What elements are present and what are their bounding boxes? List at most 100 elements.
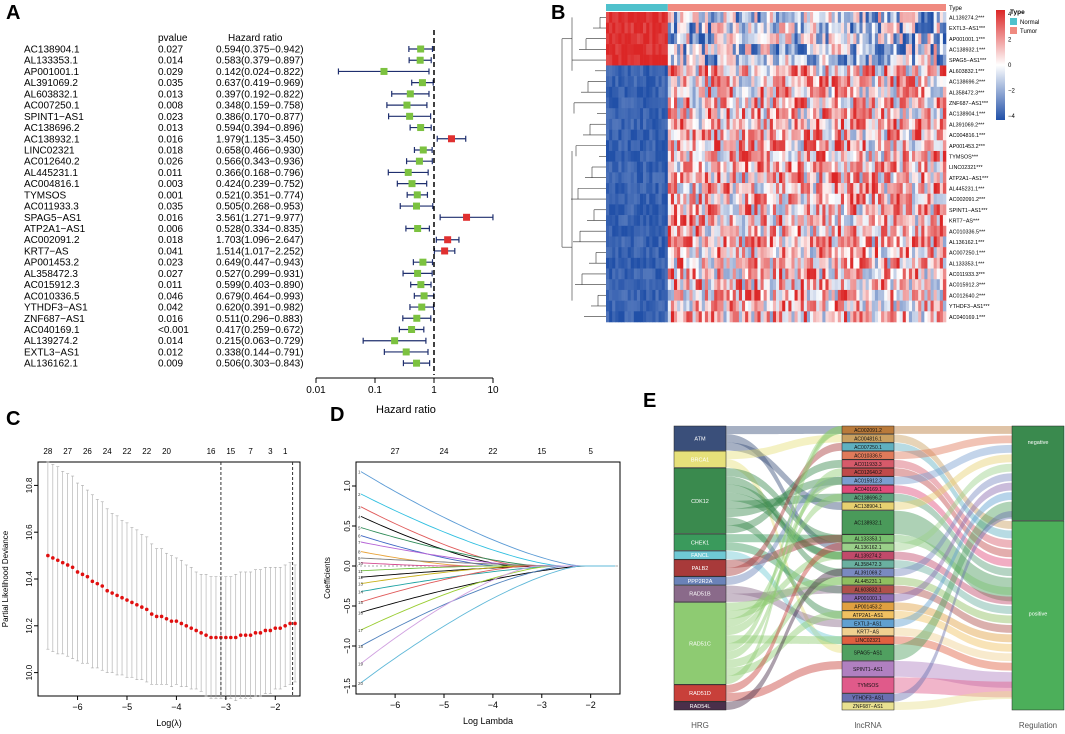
heatmap-cell [760, 44, 764, 56]
heatmap-cell [840, 172, 845, 184]
heatmap-cell [850, 300, 854, 312]
heatmap-cell [825, 44, 829, 56]
heatmap-cell [822, 97, 826, 109]
heatmap-cell [936, 22, 941, 34]
heatmap-cell [828, 12, 832, 23]
heatmap-cell [856, 44, 860, 56]
sankey-flow [894, 485, 1012, 567]
heatmap-cell [779, 311, 783, 323]
heatmap-cell [655, 193, 659, 205]
heatmap-cell [893, 172, 897, 184]
heatmap-cell [927, 97, 931, 109]
heatmap-cell [881, 97, 885, 109]
heatmap-cell [785, 236, 789, 248]
heatmap-cell [680, 257, 684, 269]
regulation-node [1011, 520, 1065, 711]
heatmap-cell [822, 129, 826, 141]
row-gene-name: AC015912.3 [24, 280, 80, 291]
heatmap-cell [621, 236, 625, 248]
heatmap-cell [850, 33, 854, 45]
heatmap-cell [874, 279, 879, 291]
lncrna-node [841, 644, 895, 661]
heatmap-cell [933, 129, 938, 141]
heatmap-cell [649, 204, 653, 216]
heatmap-cell [816, 54, 820, 66]
heatmap-cell [837, 86, 842, 98]
heatmap-cell [779, 193, 783, 205]
heatmap-cell [890, 86, 894, 98]
heatmap-cell [927, 225, 931, 237]
heatmap-cell [840, 247, 845, 259]
heatmap-cell [915, 44, 919, 56]
heatmap-cell [859, 193, 863, 205]
heatmap-cell [810, 161, 814, 173]
heatmap-cell [615, 76, 619, 88]
heatmap-cell [643, 65, 647, 77]
heatmap-cell [732, 86, 737, 98]
heatmap-cell [754, 257, 758, 269]
heatmap-cell [748, 108, 752, 120]
heatmap-cell [609, 257, 613, 269]
heatmap-cell [701, 247, 706, 259]
heatmap-cell [915, 311, 919, 323]
heatmap-cell [831, 161, 836, 173]
heatmap-cell [606, 44, 610, 56]
heatmap-cell [859, 12, 863, 23]
heatmap-cell [677, 54, 681, 66]
heatmap-cell [933, 215, 938, 227]
heatmap-cell [825, 150, 829, 162]
heatmap-cell [704, 268, 709, 280]
heatmap-cell [618, 289, 622, 301]
gene-row-label: LINC02321*** [949, 165, 983, 171]
heatmap-cell [933, 54, 938, 66]
heatmap-cell [844, 193, 848, 205]
heatmap-cell [813, 215, 817, 227]
heatmap-cell [776, 44, 780, 56]
heatmap-cell [840, 22, 845, 34]
heatmap-cell [942, 22, 947, 34]
heatmap-cell [930, 140, 934, 152]
lncrna-node-label: AP001453.2 [854, 604, 882, 610]
heatmap-cell [865, 129, 870, 141]
sankey-diagram: ATMBRCA1CDK12CHEK1FANCLPALB2PPP2R2ARAD51… [673, 425, 1065, 730]
heatmap-cell [881, 225, 885, 237]
heatmap-cell [921, 289, 925, 301]
heatmap-cell [915, 172, 919, 184]
heatmap-cell [667, 12, 672, 23]
heatmap-cell [884, 268, 888, 280]
heatmap-cell [884, 279, 888, 291]
heatmap-cell [930, 311, 934, 323]
sankey-flow [894, 463, 1012, 552]
row-gene-name: AC007250.1 [24, 101, 80, 112]
gene-row-label: AL445231.1*** [949, 187, 985, 193]
heatmap-cell [896, 129, 900, 141]
heatmap-cell [825, 257, 829, 269]
x-tick-label: −2 [586, 700, 596, 710]
heatmap-cell [834, 204, 839, 216]
heatmap-cell [763, 22, 768, 34]
heatmap-cell [874, 183, 879, 195]
sankey-flow [726, 517, 842, 619]
heatmap-cell [878, 97, 882, 109]
heatmap-cell [874, 54, 879, 66]
heatmap-cell [621, 44, 625, 56]
heatmap-cell [680, 225, 684, 237]
heatmap-cell [859, 108, 863, 120]
heatmap-cell [667, 183, 672, 195]
heatmap-cell [670, 215, 675, 227]
heatmap-cell [924, 183, 928, 195]
heatmap-cell [776, 161, 780, 173]
heatmap-cell [868, 204, 873, 216]
heatmap-cell [726, 118, 730, 130]
heatmap-cell [769, 33, 774, 45]
heatmap-cell [782, 257, 786, 269]
heatmap-cell [797, 300, 802, 312]
heatmap-cell [862, 300, 866, 312]
row-gene-name: ZNF687−AS1 [24, 314, 85, 325]
sankey-flow [726, 635, 842, 645]
heatmap-cell [908, 118, 913, 130]
heatmap-cell [627, 204, 632, 216]
heatmap-cell [893, 22, 897, 34]
heatmap-cell [732, 108, 737, 120]
